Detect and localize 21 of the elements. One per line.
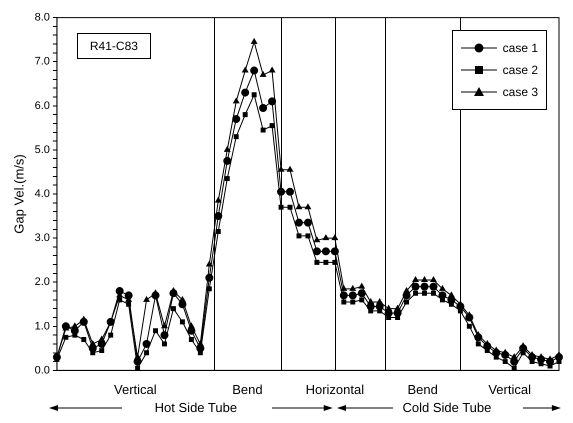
y-axis-title: Gap Vel.(m/s) [11, 154, 26, 234]
y-tick-label: 0.0 [34, 364, 50, 376]
text: Vertical [488, 382, 531, 397]
y-tick-label: 5.0 [34, 144, 50, 156]
annotation: R41-C83 [76, 32, 151, 59]
y-tick-label: 1.0 [34, 320, 50, 332]
text: Bend [408, 382, 438, 397]
text: Vertical [114, 382, 157, 397]
legend-label: case 2 [502, 62, 538, 79]
y-tick-label: 4.0 [34, 188, 50, 200]
text: Bend [232, 382, 263, 397]
text: Hot Side Tube [154, 400, 238, 415]
y-tick-label: 7.0 [34, 56, 50, 68]
legend-label: case 1 [502, 40, 538, 57]
legend-label: case 3 [502, 84, 538, 101]
y-tick-label: 6.0 [34, 100, 50, 112]
text: Cold Side Tube [402, 400, 492, 415]
text: Horizontal [306, 382, 364, 397]
y-tick-label: 8.0 [34, 12, 50, 24]
y-tick-label: 3.0 [34, 232, 50, 244]
y-tick-label: 2.0 [34, 276, 50, 288]
